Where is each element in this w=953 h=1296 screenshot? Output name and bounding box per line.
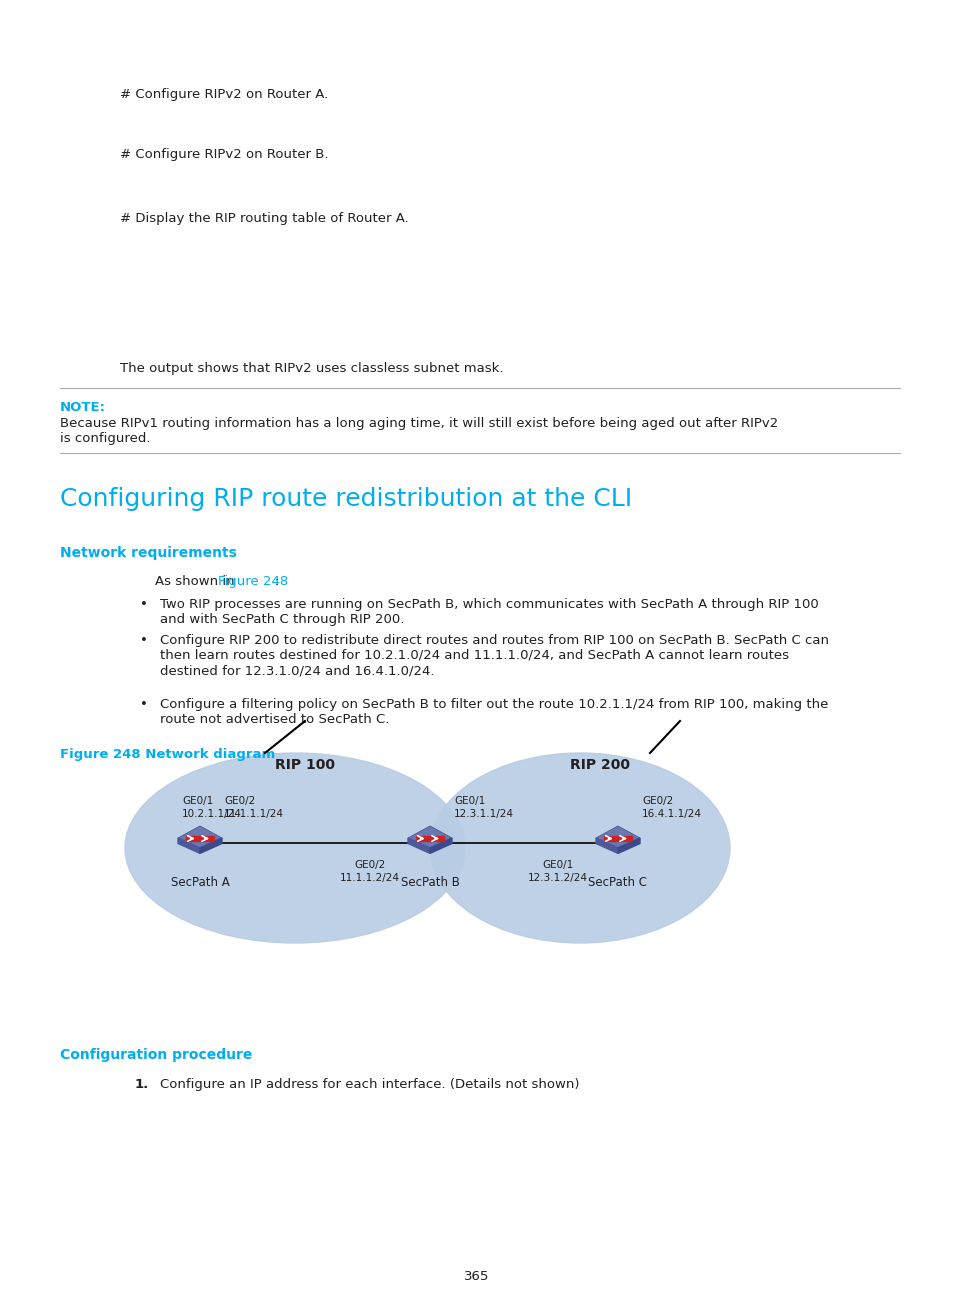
- Text: 12.3.1.2/24: 12.3.1.2/24: [527, 874, 587, 883]
- Polygon shape: [178, 826, 222, 848]
- Text: Configuring RIP route redistribution at the CLI: Configuring RIP route redistribution at …: [60, 487, 632, 511]
- Text: 12.3.1.1/24: 12.3.1.1/24: [454, 809, 514, 819]
- Text: The output shows that RIPv2 uses classless subnet mask.: The output shows that RIPv2 uses classle…: [120, 362, 503, 375]
- Text: :: :: [274, 575, 279, 588]
- Polygon shape: [596, 826, 639, 848]
- Text: 1.: 1.: [135, 1078, 149, 1091]
- Text: Because RIPv1 routing information has a long aging time, it will still exist bef: Because RIPv1 routing information has a …: [60, 417, 778, 445]
- Text: •: •: [140, 634, 148, 647]
- Text: SecPath B: SecPath B: [400, 876, 459, 889]
- Polygon shape: [618, 839, 639, 853]
- Text: 365: 365: [464, 1270, 489, 1283]
- Text: # Configure RIPv2 on Router B.: # Configure RIPv2 on Router B.: [120, 148, 328, 161]
- Polygon shape: [186, 836, 214, 841]
- Text: 16.4.1.1/24: 16.4.1.1/24: [641, 809, 701, 819]
- Text: RIP 200: RIP 200: [569, 758, 629, 772]
- Text: •: •: [140, 699, 148, 712]
- Text: 11.1.1.1/24: 11.1.1.1/24: [224, 809, 284, 819]
- Polygon shape: [596, 839, 618, 853]
- Text: NOTE:: NOTE:: [60, 400, 106, 413]
- Polygon shape: [416, 836, 444, 841]
- Text: GE0/2: GE0/2: [224, 796, 255, 806]
- Polygon shape: [408, 826, 452, 848]
- Text: Configure a filtering policy on SecPath B to filter out the route 10.2.1.1/24 fr: Configure a filtering policy on SecPath …: [160, 699, 827, 726]
- Text: # Configure RIPv2 on Router A.: # Configure RIPv2 on Router A.: [120, 88, 328, 101]
- Text: GE0/1: GE0/1: [542, 861, 573, 870]
- Text: Configure RIP 200 to redistribute direct routes and routes from RIP 100 on SecPa: Configure RIP 200 to redistribute direct…: [160, 634, 828, 677]
- Text: GE0/1: GE0/1: [182, 796, 213, 806]
- Text: RIP 100: RIP 100: [274, 758, 335, 772]
- Text: As shown in: As shown in: [154, 575, 238, 588]
- Polygon shape: [178, 839, 200, 853]
- Text: Figure 248: Figure 248: [218, 575, 288, 588]
- Ellipse shape: [430, 753, 729, 943]
- Text: # Display the RIP routing table of Router A.: # Display the RIP routing table of Route…: [120, 213, 408, 226]
- Polygon shape: [408, 839, 430, 853]
- Text: SecPath A: SecPath A: [171, 876, 229, 889]
- Text: Network requirements: Network requirements: [60, 546, 236, 560]
- Text: 11.1.1.2/24: 11.1.1.2/24: [339, 874, 399, 883]
- Polygon shape: [430, 839, 452, 853]
- Text: GE0/1: GE0/1: [454, 796, 485, 806]
- Text: SecPath C: SecPath C: [588, 876, 647, 889]
- Text: Figure 248 Network diagram: Figure 248 Network diagram: [60, 748, 275, 761]
- Polygon shape: [603, 836, 632, 841]
- Text: GE0/2: GE0/2: [354, 861, 385, 870]
- Text: Two RIP processes are running on SecPath B, which communicates with SecPath A th: Two RIP processes are running on SecPath…: [160, 597, 818, 626]
- Text: Configure an IP address for each interface. (Details not shown): Configure an IP address for each interfa…: [160, 1078, 578, 1091]
- Polygon shape: [200, 839, 222, 853]
- Text: 10.2.1.1/24: 10.2.1.1/24: [182, 809, 242, 819]
- Text: GE0/2: GE0/2: [641, 796, 673, 806]
- Ellipse shape: [125, 753, 464, 943]
- Text: Configuration procedure: Configuration procedure: [60, 1048, 253, 1061]
- Text: •: •: [140, 597, 148, 610]
